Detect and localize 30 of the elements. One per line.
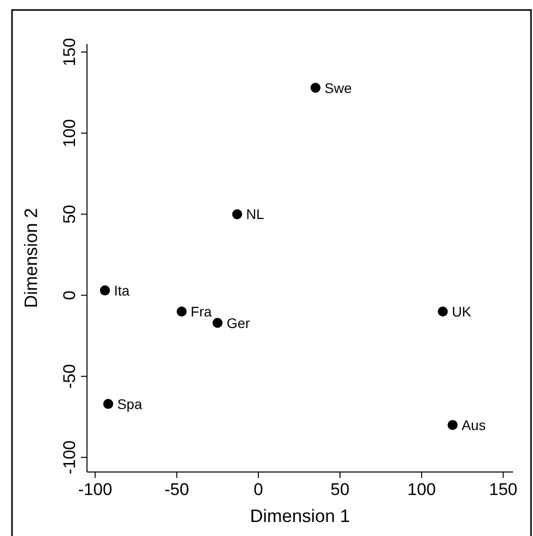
point <box>176 306 187 316</box>
annotation: Aus <box>462 416 486 433</box>
annotation: Swe <box>324 80 352 96</box>
annotation: Ger <box>226 314 250 331</box>
y-tick-label: 0 <box>60 290 79 300</box>
x-tick-label: 150 <box>489 480 518 499</box>
point <box>438 306 448 316</box>
point <box>232 209 242 220</box>
annotation: Fra <box>190 304 212 320</box>
annotation: Ita <box>114 282 130 298</box>
y-tick-label: 150 <box>60 38 79 66</box>
y-tick-label: -50 <box>60 364 79 389</box>
y-tick-label: 50 <box>60 204 79 224</box>
point <box>310 82 321 93</box>
x-tick-label: -50 <box>164 480 190 499</box>
y-tick-label: 100 <box>60 118 79 148</box>
x-tick-label: 50 <box>330 480 350 499</box>
annotation: NL <box>246 206 264 222</box>
point <box>100 285 110 296</box>
point <box>212 318 223 328</box>
x-axis-title: Dimension 1 <box>250 506 350 526</box>
annotation: UK <box>452 304 472 320</box>
x-tick-label: 0 <box>254 480 264 499</box>
y-axis-title: Dimension 2 <box>21 208 41 308</box>
point <box>103 398 114 409</box>
point <box>448 420 458 430</box>
x-tick-label: 100 <box>407 480 436 499</box>
annotation: Spa <box>117 396 142 412</box>
x-tick-label: -100 <box>78 480 112 499</box>
y-tick-label: -100 <box>60 440 79 474</box>
